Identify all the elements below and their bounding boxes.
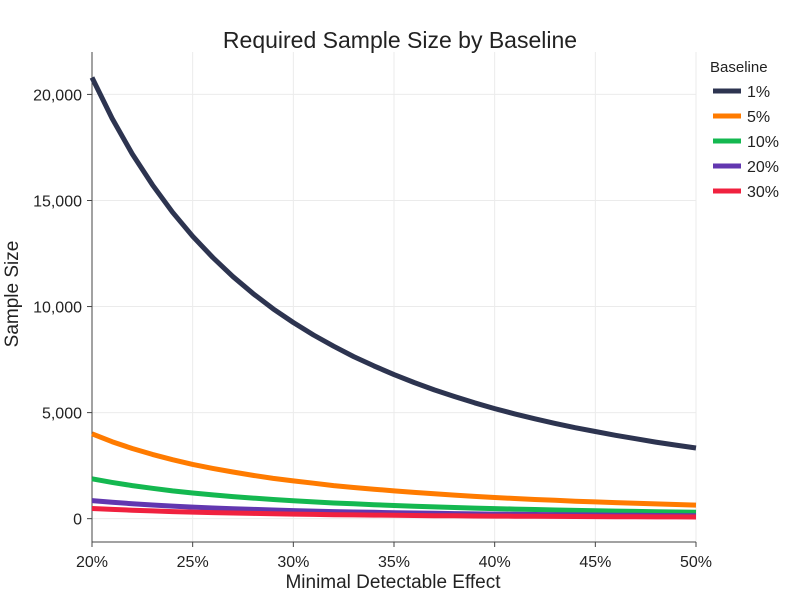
series-line-30pct <box>91 506 697 520</box>
x-tick-label: 25% <box>177 554 209 571</box>
series-lines <box>89 76 697 520</box>
series-line-5pct <box>91 431 697 508</box>
series-line-10pct <box>91 476 697 515</box>
y-tick-label: 20,000 <box>33 87 82 104</box>
y-tick-label: 0 <box>73 512 82 529</box>
y-tick-label: 10,000 <box>33 300 82 317</box>
legend-label: 1% <box>747 84 770 101</box>
x-axis-ticks: 20% 25% 30% 35% 40% 45% 50% <box>76 542 712 571</box>
x-axis-title: Minimal Detectable Effect <box>285 572 501 593</box>
series-line-1pct <box>89 76 697 451</box>
y-axis-ticks: 0 5,000 10,000 15,000 20,000 <box>33 87 92 529</box>
x-tick-label: 45% <box>579 554 611 571</box>
x-tick-label: 30% <box>277 554 309 571</box>
legend-label: 30% <box>747 184 779 201</box>
y-tick-label: 15,000 <box>33 193 82 210</box>
legend-label: 5% <box>747 109 770 126</box>
legend-label: 10% <box>747 134 779 151</box>
x-tick-label: 40% <box>479 554 511 571</box>
legend: Baseline 1% 5% 10% 20% 30% <box>710 59 779 201</box>
chart-title: Required Sample Size by Baseline <box>223 27 577 53</box>
y-tick-label: 5,000 <box>42 406 82 423</box>
y-axis-title: Sample Size <box>2 241 23 348</box>
x-tick-label: 50% <box>680 554 712 571</box>
x-tick-label: 35% <box>378 554 410 571</box>
legend-label: 20% <box>747 159 779 176</box>
grid-lines <box>91 52 697 542</box>
legend-title: Baseline <box>710 59 768 76</box>
x-tick-label: 20% <box>76 554 108 571</box>
